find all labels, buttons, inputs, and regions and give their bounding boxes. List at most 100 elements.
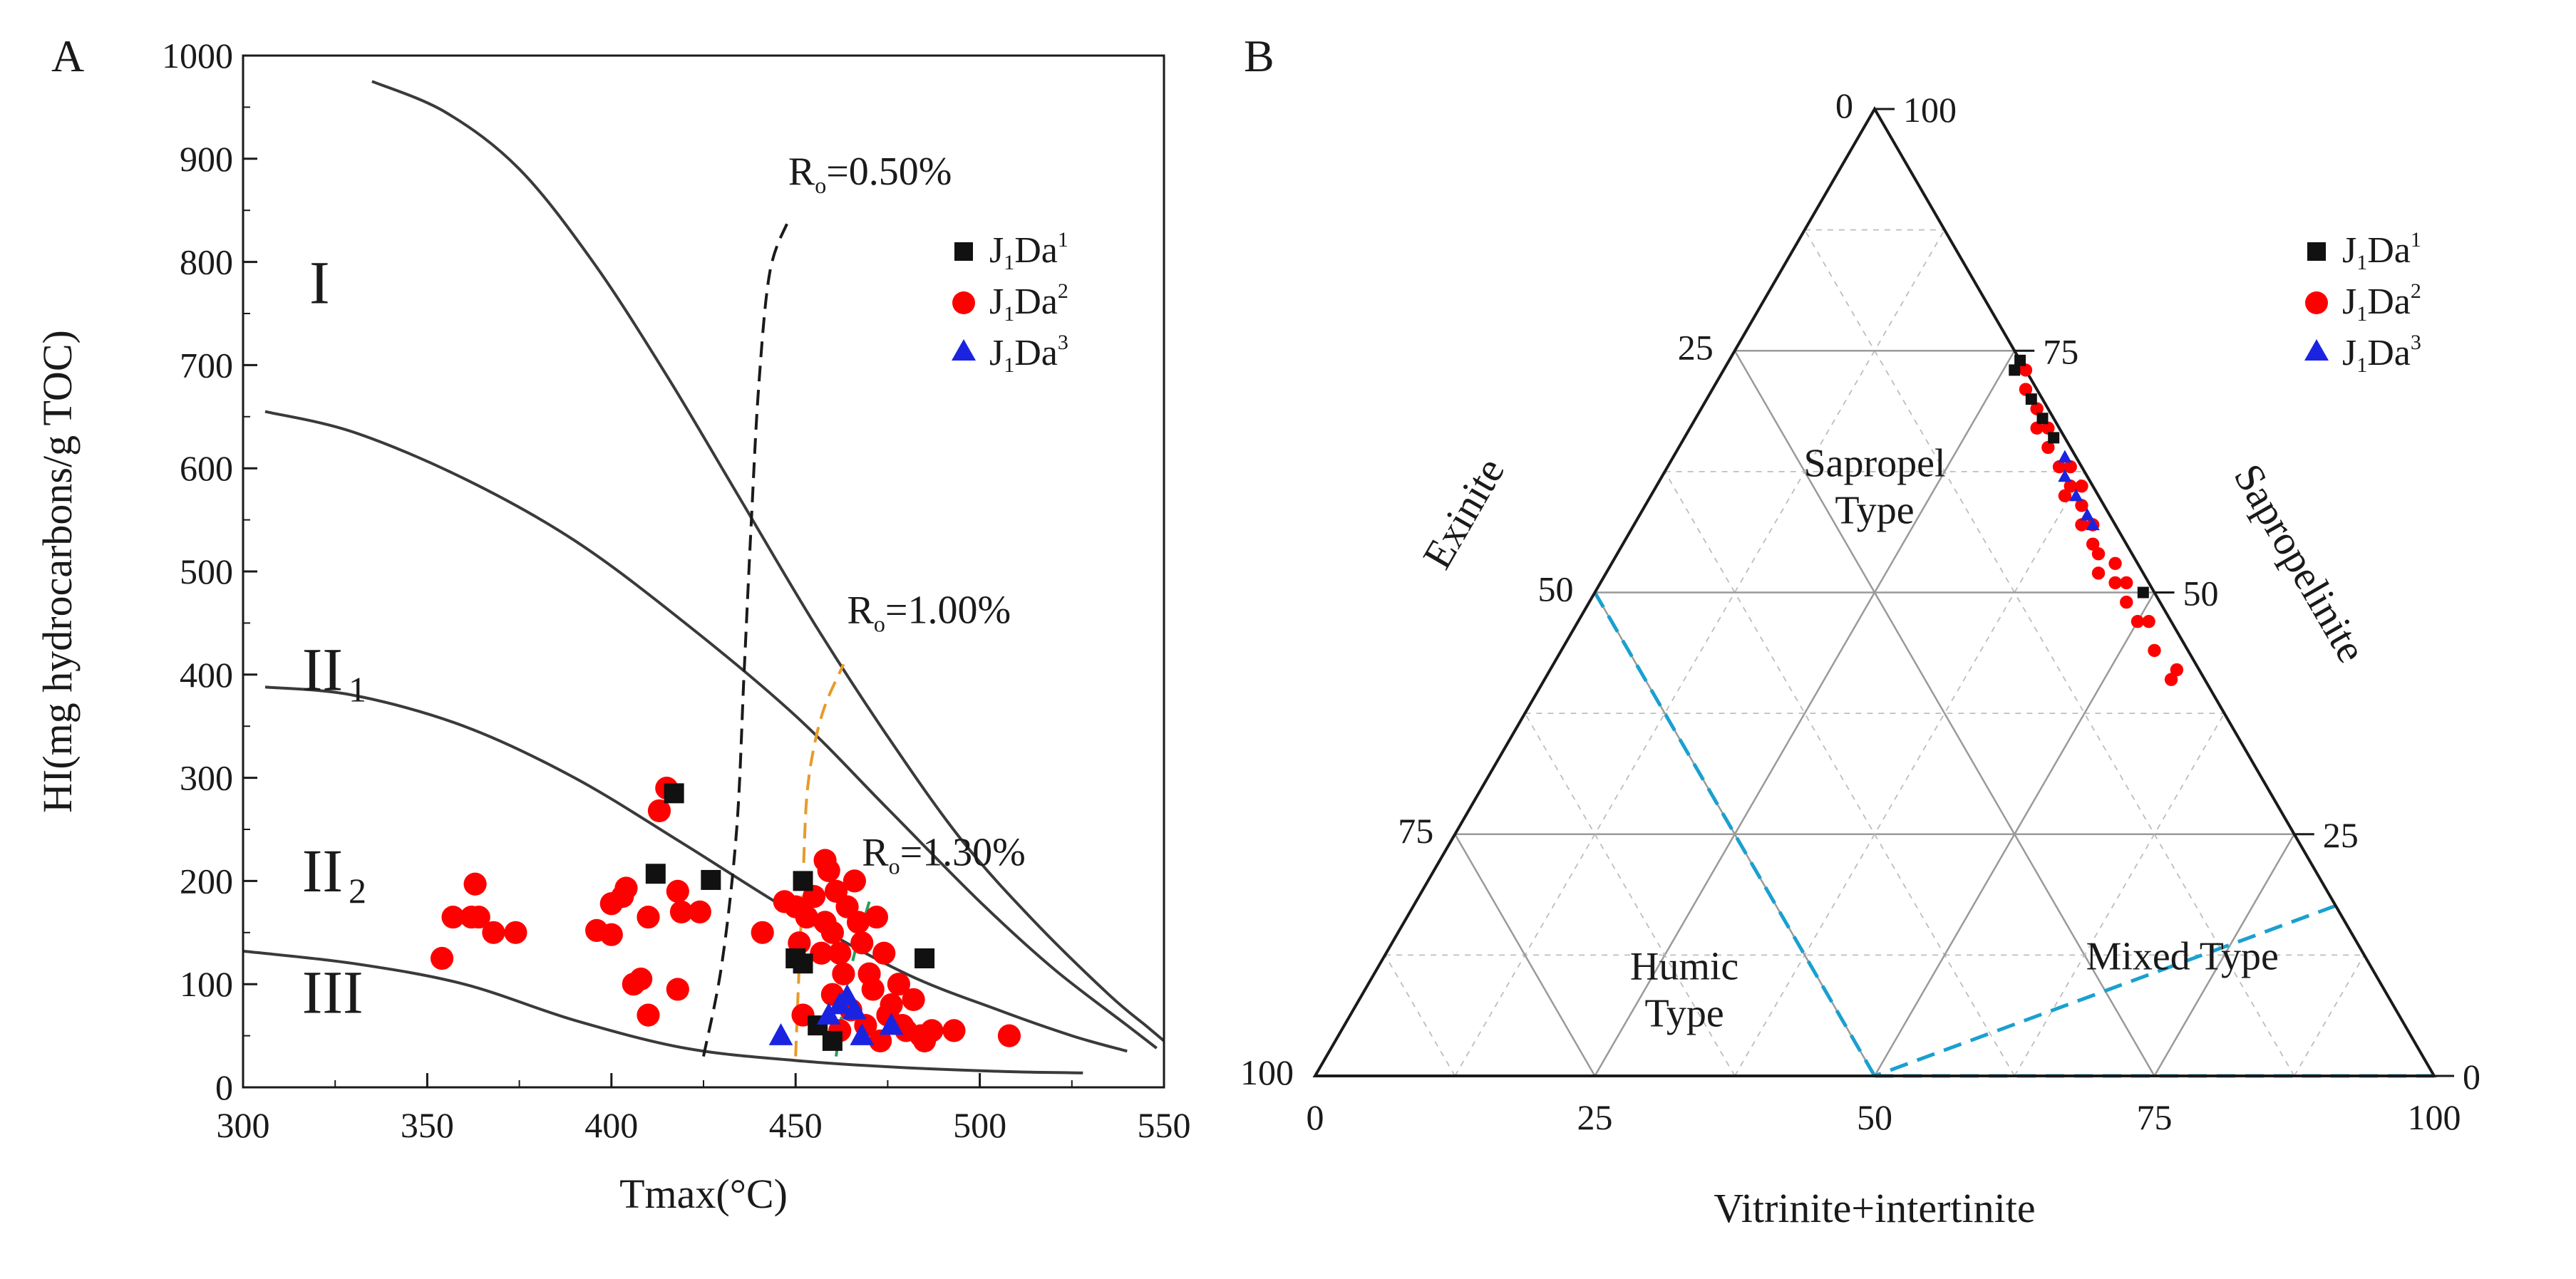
data-point (997, 1024, 1021, 1047)
data-point (2120, 595, 2133, 609)
data-point (861, 978, 885, 1001)
data-point (2108, 556, 2122, 570)
data-point (843, 869, 866, 893)
data-point (504, 921, 527, 944)
data-point (843, 997, 867, 1020)
data-point (793, 871, 813, 891)
legend-item: J1Da2 (952, 279, 1068, 326)
data-point (637, 1003, 660, 1027)
data-point (629, 967, 653, 991)
y-axis-ticks-a: 0 100 200 300 400 500 600 700 800 900 1000 (162, 36, 257, 1107)
data-point (880, 993, 903, 1017)
data-point (793, 953, 813, 974)
y-tick-label: 100 (180, 964, 233, 1004)
data-point (666, 879, 689, 903)
data-point (463, 872, 487, 896)
data-point (822, 1030, 843, 1051)
left-tick-label: 25 (1678, 327, 1714, 367)
bottom-tick-label: 0 (1307, 1097, 1324, 1137)
x-tick-label: 450 (769, 1105, 823, 1145)
data-point (2075, 499, 2088, 512)
data-points-a (430, 776, 1021, 1052)
data-point (2091, 566, 2106, 580)
data-point (2019, 363, 2033, 377)
data-point (751, 921, 774, 944)
data-point (810, 941, 833, 965)
left-tick-label: 100 (1240, 1052, 1294, 1092)
data-point (850, 1022, 875, 1045)
y-tick-label: 0 (215, 1067, 233, 1107)
data-point (2075, 518, 2088, 532)
panel-a-label: A (51, 31, 84, 81)
data-point (2048, 432, 2060, 444)
data-point (2058, 489, 2072, 502)
ternary-grid-line (1454, 834, 1596, 1077)
legend-marker (954, 242, 973, 261)
legend-label: J1Da2 (989, 279, 1068, 326)
data-point (2041, 421, 2055, 435)
type-boundary-curve (264, 410, 1158, 1050)
data-point (645, 864, 666, 884)
legend-item: J1Da2 (2305, 279, 2421, 326)
data-point (647, 799, 671, 823)
data-point (872, 941, 896, 965)
zone-label: Humic (1630, 944, 1738, 988)
iso-reflectance-lines: Ro=0.50% Ro=1.00% Ro=1.30% (702, 150, 1026, 1057)
iso-ro-label: Ro=0.50% (788, 150, 952, 198)
legend-label: J1Da1 (2342, 228, 2421, 274)
data-point (2170, 663, 2184, 677)
left-tick-label: 75 (1398, 811, 1433, 851)
data-point (2075, 480, 2088, 493)
data-point (832, 962, 855, 985)
data-point (850, 931, 874, 955)
data-point (2142, 615, 2155, 628)
legend-marker (2307, 242, 2326, 261)
x-tick-label: 550 (1138, 1105, 1191, 1145)
data-point (795, 905, 818, 929)
data-point (2030, 402, 2044, 415)
data-point (2091, 547, 2106, 561)
bottom-tick-label: 50 (1857, 1097, 1892, 1137)
ternary-grid-line (2153, 834, 2295, 1077)
data-point (666, 978, 689, 1001)
right-tick-label: 100 (1903, 90, 1957, 130)
legend-label: J1Da3 (2342, 331, 2421, 377)
y-tick-label: 700 (180, 345, 233, 385)
data-point (664, 783, 684, 804)
right-tick-label: 25 (2323, 815, 2359, 855)
data-point (2058, 450, 2072, 463)
ternary-grid-line (2014, 713, 2225, 1077)
y-axis-title-a: HI(mg hydrocarbons/g TOC) (34, 330, 81, 813)
x-axis-ticks-a: 300 350 400 450 500 550 (217, 1073, 1191, 1145)
right-tick-label: 50 (2183, 574, 2219, 613)
zone-label: Sapropel (1803, 442, 1945, 486)
data-point (865, 905, 888, 929)
ternary-grid-line (1733, 471, 2086, 1077)
type-boundary-curve (371, 80, 1165, 1042)
legend-label: J1Da3 (989, 331, 1068, 377)
data-point (441, 905, 465, 929)
data-point (846, 911, 870, 934)
y-tick-label: 200 (180, 861, 233, 901)
data-point (2036, 413, 2049, 425)
legend-marker (952, 339, 976, 361)
legend-item: J1Da1 (954, 228, 1068, 274)
data-point (915, 948, 935, 968)
data-point (879, 1013, 904, 1035)
ternary-grid-line (1664, 471, 2016, 1077)
data-point (2025, 393, 2037, 405)
ternary-grid-line (1384, 954, 1456, 1077)
legend-label: J1Da1 (989, 228, 1068, 274)
data-point (2080, 507, 2094, 521)
x-tick-label: 300 (217, 1105, 270, 1145)
data-point (828, 941, 852, 965)
y-tick-label: 500 (180, 552, 233, 591)
ternary-grid-line (1804, 229, 2295, 1077)
legend-marker (2304, 339, 2329, 361)
left-tick-label: 50 (1538, 569, 1574, 609)
data-point (2009, 364, 2021, 376)
zone-label: Type (1645, 991, 1724, 1035)
data-point (688, 900, 711, 923)
zone-label: Mixed Type (2086, 935, 2279, 979)
